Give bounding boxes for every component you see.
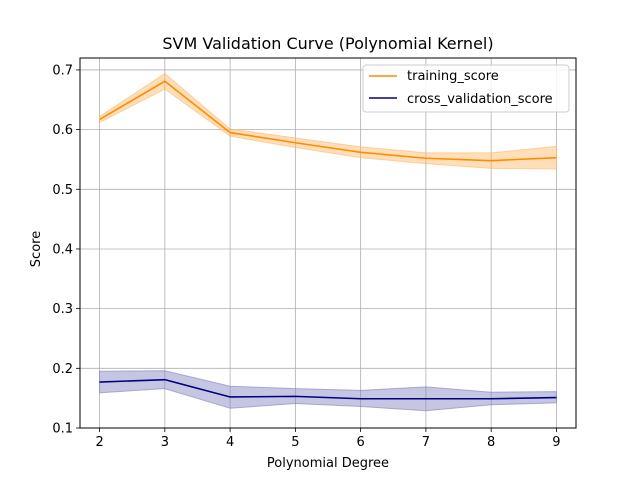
x-axis-ticks: 2 3 4 5 6 7 8 9: [95, 428, 561, 450]
y-tick-label: 0.1: [52, 422, 73, 437]
series-lines: [99, 80, 557, 400]
x-tick-label: 7: [422, 435, 430, 450]
series-line-training_score: [99, 80, 557, 162]
legend-label-cross-validation: cross_validation_score: [407, 92, 553, 107]
y-tick-label: 0.4: [52, 242, 73, 257]
y-tick-label: 0.5: [52, 183, 73, 198]
legend-box: [362, 64, 570, 113]
x-tick-label: 6: [356, 435, 364, 450]
y-tick-label: 0.6: [52, 123, 73, 138]
confidence-band-cross_validation_score: [99, 370, 557, 412]
x-tick-label: 2: [95, 435, 103, 450]
legend: training_score cross_validation_score: [362, 64, 570, 113]
chart-title: SVM Validation Curve (Polynomial Kernel): [162, 34, 493, 53]
x-tick-label: 4: [226, 435, 234, 450]
x-tick-label: 9: [552, 435, 560, 450]
x-tick-label: 3: [161, 435, 169, 450]
y-axis-ticks: 0.1 0.2 0.3 0.4 0.5 0.6 0.7: [52, 63, 80, 437]
series-line-cross_validation_score: [99, 378, 557, 400]
plot-frame: [79, 57, 577, 429]
y-tick-label: 0.2: [52, 362, 73, 377]
x-tick-label: 5: [291, 435, 299, 450]
legend-label-training: training_score: [407, 69, 499, 84]
y-tick-label: 0.3: [52, 302, 73, 317]
y-axis-label: Score: [29, 231, 44, 267]
x-axis-label: Polynomial Degree: [267, 456, 389, 471]
y-tick-label: 0.7: [52, 63, 73, 78]
x-tick-label: 8: [487, 435, 495, 450]
